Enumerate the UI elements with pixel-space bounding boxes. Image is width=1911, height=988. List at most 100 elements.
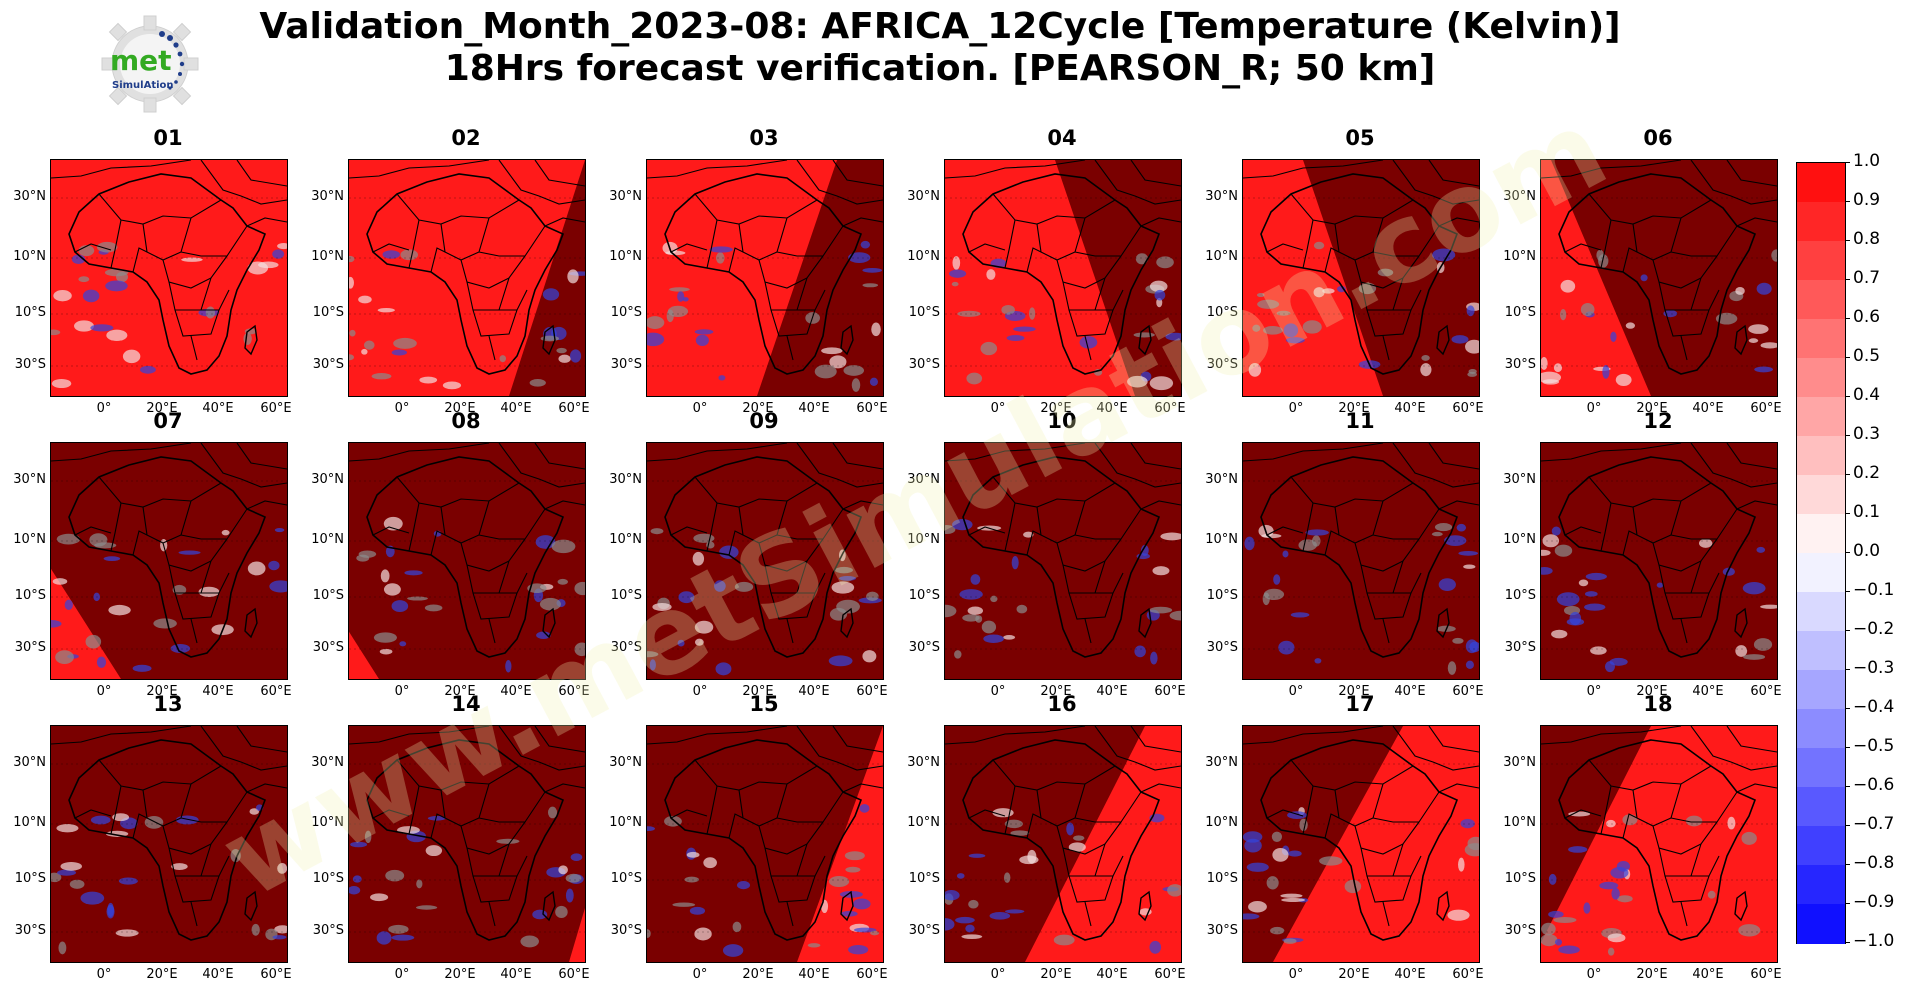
met-simulation-logo: met SimulAtion: [98, 12, 202, 116]
lat-label: 10°S: [908, 305, 940, 320]
lon-label: 40°E: [500, 401, 532, 416]
colorbar-tick-label: −0.8: [1853, 853, 1895, 873]
lon-label: 20°E: [1636, 967, 1668, 982]
lon-label: 40°E: [1692, 684, 1724, 699]
lon-label: 60°E: [1750, 684, 1782, 699]
colorbar-tick-mark: [1845, 240, 1850, 241]
lat-label: 10°N: [1503, 532, 1536, 547]
colorbar-tick-label: −0.6: [1853, 775, 1895, 795]
colorbar-tick-label: 0.9: [1853, 190, 1881, 210]
lat-label: 30°S: [610, 640, 642, 655]
panel-title: 07: [153, 409, 183, 433]
lat-label: 10°S: [1206, 588, 1238, 603]
lon-label: 0°: [692, 401, 708, 416]
lat-label: 30°N: [609, 755, 642, 770]
lon-label: 60°E: [558, 684, 590, 699]
colorbar-segment: [1797, 436, 1845, 476]
lat-label: 30°N: [13, 472, 46, 487]
lon-label: 20°E: [1338, 684, 1370, 699]
lon-label: 60°E: [260, 967, 292, 982]
lat-label: 30°N: [1503, 755, 1536, 770]
lon-label: 60°E: [558, 967, 590, 982]
lon-label: 20°E: [1636, 684, 1668, 699]
colorbar-tick-mark: [1845, 630, 1850, 631]
lat-label: 30°N: [609, 189, 642, 204]
map-panel-05: [1242, 159, 1480, 397]
map-panel-18: [1540, 725, 1778, 963]
lat-label: 30°S: [14, 923, 46, 938]
lon-label: 0°: [990, 967, 1006, 982]
lat-label: 10°S: [610, 305, 642, 320]
panel-title: 15: [749, 692, 779, 716]
lon-label: 20°E: [742, 967, 774, 982]
lon-label: 20°E: [146, 684, 178, 699]
lat-label: 10°N: [609, 532, 642, 547]
lon-label: 20°E: [1338, 401, 1370, 416]
lat-label: 10°N: [907, 249, 940, 264]
colorbar-tick-label: −0.5: [1853, 736, 1895, 756]
colorbar-tick-label: 0.7: [1853, 268, 1881, 288]
lat-label: 10°S: [14, 871, 46, 886]
lon-label: 20°E: [1040, 967, 1072, 982]
map-panel-08: [348, 442, 586, 680]
logo-text-simulation: SimulAtion: [112, 80, 174, 91]
colorbar-segment: [1797, 358, 1845, 398]
colorbar-tick-label: 0.2: [1853, 463, 1881, 483]
colorbar-segment: [1797, 202, 1845, 242]
lon-label: 60°E: [558, 401, 590, 416]
lat-label: 30°S: [1206, 923, 1238, 938]
lat-label: 10°S: [312, 588, 344, 603]
lon-label: 20°E: [444, 401, 476, 416]
lon-label: 0°: [96, 967, 112, 982]
lat-label: 30°N: [1205, 189, 1238, 204]
map-panel-07: [50, 442, 288, 680]
map-panel-14: [348, 725, 586, 963]
lon-label: 20°E: [1040, 401, 1072, 416]
lon-label: 0°: [394, 401, 410, 416]
colorbar-tick-label: 0.6: [1853, 307, 1881, 327]
lat-label: 30°N: [13, 189, 46, 204]
lat-label: 10°S: [14, 305, 46, 320]
lat-label: 30°N: [1503, 472, 1536, 487]
panel-title: 01: [153, 126, 183, 150]
lon-label: 40°E: [1394, 684, 1426, 699]
lat-label: 10°S: [610, 588, 642, 603]
colorbar-tick-label: 0.5: [1853, 346, 1881, 366]
lat-label: 30°N: [311, 472, 344, 487]
lat-label: 10°N: [609, 815, 642, 830]
colorbar-tick-mark: [1845, 396, 1850, 397]
lat-label: 10°S: [908, 871, 940, 886]
colorbar-tick-mark: [1845, 708, 1850, 709]
lon-label: 0°: [1288, 967, 1304, 982]
map-panel-11: [1242, 442, 1480, 680]
colorbar-tick-label: 0.4: [1853, 385, 1881, 405]
map-panel-17: [1242, 725, 1480, 963]
lon-label: 0°: [1288, 684, 1304, 699]
panel-title: 10: [1047, 409, 1077, 433]
lon-label: 60°E: [260, 684, 292, 699]
colorbar-segment: [1797, 826, 1845, 866]
colorbar-tick-mark: [1845, 825, 1850, 826]
lat-label: 30°N: [907, 189, 940, 204]
lon-label: 60°E: [260, 401, 292, 416]
lat-label: 30°S: [610, 923, 642, 938]
lat-label: 10°N: [1503, 249, 1536, 264]
colorbar-tick-mark: [1845, 786, 1850, 787]
lat-label: 30°S: [14, 640, 46, 655]
map-panel-15: [646, 725, 884, 963]
panel-title: 13: [153, 692, 183, 716]
colorbar-tick-label: −0.2: [1853, 619, 1895, 639]
colorbar-tick-mark: [1845, 474, 1850, 475]
map-panel-09: [646, 442, 884, 680]
lat-label: 30°S: [1504, 640, 1536, 655]
lon-label: 0°: [96, 401, 112, 416]
lon-label: 20°E: [742, 684, 774, 699]
panel-title: 02: [451, 126, 481, 150]
lat-label: 10°N: [1205, 249, 1238, 264]
colorbar-tick-mark: [1845, 669, 1850, 670]
title-line-2: 18Hrs forecast verification. [PEARSON_R;…: [444, 48, 1436, 89]
lat-label: 10°N: [13, 249, 46, 264]
lat-label: 10°S: [1504, 588, 1536, 603]
colorbar-segment: [1797, 865, 1845, 905]
colorbar-tick-label: 0.1: [1853, 502, 1881, 522]
